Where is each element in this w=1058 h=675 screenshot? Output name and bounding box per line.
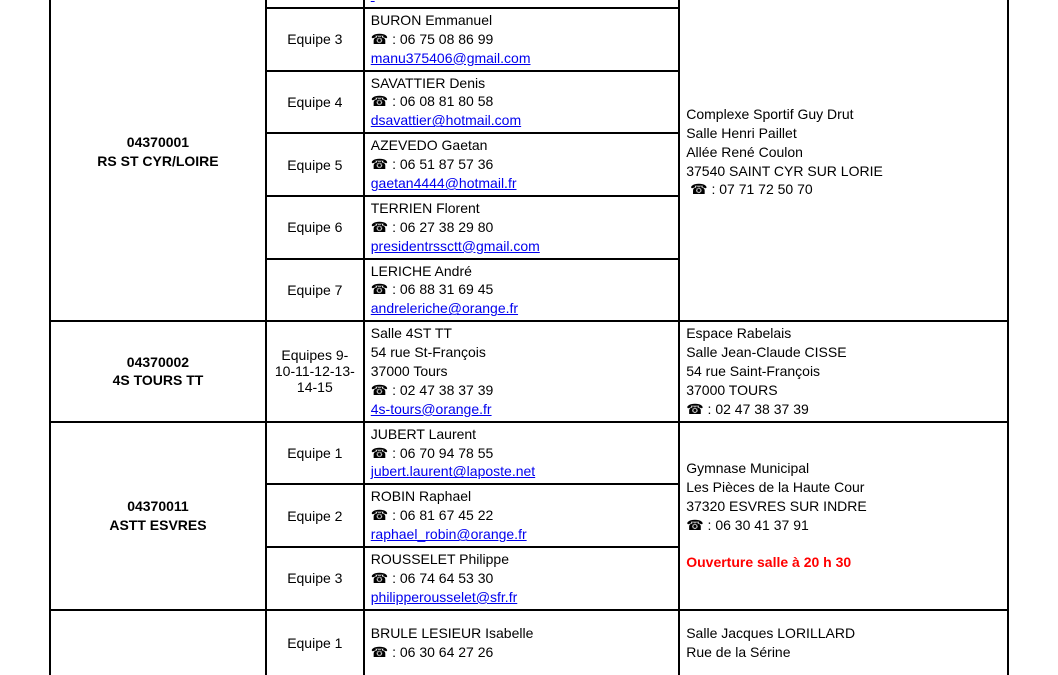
clubs-table: 04370001 RS ST CYR/LOIRE Complexe Sporti… — [49, 0, 1009, 675]
contact-name: Salle 4ST TT — [371, 324, 672, 343]
club-name: RS ST CYR/LOIRE — [57, 152, 259, 171]
contact-addr: 54 rue St-François — [371, 343, 672, 362]
contact-email[interactable]: raphael_robin@orange.fr — [371, 525, 672, 544]
club-cell — [50, 610, 266, 675]
venue-cell: Espace Rabelais Salle Jean-Claude CISSE … — [679, 321, 1008, 421]
team-label: Equipe 2 — [266, 484, 364, 547]
contact-cell: Salle 4ST TT 54 rue St-François 37000 To… — [364, 321, 679, 421]
contact-email[interactable] — [371, 0, 672, 5]
contact-phone: ☎ : 06 74 64 53 30 — [371, 569, 672, 588]
contact-name: TERRIEN Florent — [371, 199, 672, 218]
contact-email[interactable]: dsavattier@hotmail.com — [371, 111, 672, 130]
club-code: 04370002 — [57, 353, 259, 372]
phone-icon: ☎ — [686, 401, 703, 417]
team-label: Equipe 1 — [266, 610, 364, 675]
team-label: Equipe 6 — [266, 196, 364, 259]
venue-line: Salle Jacques LORILLARD — [686, 624, 1001, 643]
contact-addr: 37000 Tours — [371, 362, 672, 381]
contact-phone: ☎ : 06 81 67 45 22 — [371, 506, 672, 525]
contact-cell — [364, 0, 679, 8]
venue-line: 37000 TOURS — [686, 381, 1001, 400]
contact-email[interactable]: jubert.laurent@laposte.net — [371, 462, 672, 481]
venue-cell: Complexe Sportif Guy Drut Salle Henri Pa… — [679, 0, 1008, 321]
contact-phone: ☎ : 02 47 38 37 39 — [371, 381, 672, 400]
club-cell: 04370001 RS ST CYR/LOIRE — [50, 0, 266, 321]
contact-cell: BRULE LESIEUR Isabelle ☎ : 06 30 64 27 2… — [364, 610, 679, 675]
phone-icon: ☎ — [690, 181, 707, 197]
venue-line: Rue de la Sérine — [686, 643, 1001, 662]
contact-cell: TERRIEN Florent ☎ : 06 27 38 29 80 presi… — [364, 196, 679, 259]
phone-icon: ☎ — [371, 219, 388, 235]
contact-name: LERICHE André — [371, 262, 672, 281]
contact-name: BRULE LESIEUR Isabelle — [371, 624, 672, 643]
club-code: 04370001 — [57, 133, 259, 152]
venue-phone: ☎ : 07 71 72 50 70 — [686, 180, 1001, 199]
contact-cell: SAVATTIER Denis ☎ : 06 08 81 80 58 dsava… — [364, 71, 679, 134]
venue-line: 37540 SAINT CYR SUR LORIE — [686, 162, 1001, 181]
contact-name: AZEVEDO Gaetan — [371, 136, 672, 155]
phone-icon: ☎ — [371, 93, 388, 109]
venue-line: Complexe Sportif Guy Drut — [686, 105, 1001, 124]
contact-cell: ROUSSELET Philippe ☎ : 06 74 64 53 30 ph… — [364, 547, 679, 610]
venue-alert: Ouverture salle à 20 h 30 — [686, 553, 1001, 572]
contact-email[interactable]: philipperousselet@sfr.fr — [371, 588, 672, 607]
club-code: 04370011 — [57, 497, 259, 516]
venue-line: Salle Jean-Claude CISSE — [686, 343, 1001, 362]
contact-email[interactable]: gaetan4444@hotmail.fr — [371, 174, 672, 193]
team-label: Equipe 4 — [266, 71, 364, 134]
club-name: 4S TOURS TT — [57, 371, 259, 390]
contact-name: ROBIN Raphael — [371, 487, 672, 506]
phone-icon: ☎ — [371, 644, 388, 660]
contact-phone: ☎ : 06 75 08 86 99 — [371, 30, 672, 49]
venue-line: Les Pièces de la Haute Cour — [686, 478, 1001, 497]
phone-icon: ☎ — [371, 156, 388, 172]
team-label: Equipe 5 — [266, 133, 364, 196]
contact-phone: ☎ : 06 27 38 29 80 — [371, 218, 672, 237]
phone-icon: ☎ — [371, 507, 388, 523]
venue-line: Espace Rabelais — [686, 324, 1001, 343]
contact-email[interactable]: andreleriche@orange.fr — [371, 299, 672, 318]
contact-cell: LERICHE André ☎ : 06 88 31 69 45 andrele… — [364, 259, 679, 322]
phone-icon: ☎ — [371, 445, 388, 461]
club-cell: 04370011 ASTT ESVRES — [50, 422, 266, 610]
contact-cell: AZEVEDO Gaetan ☎ : 06 51 87 57 36 gaetan… — [364, 133, 679, 196]
venue-line: 37320 ESVRES SUR INDRE — [686, 497, 1001, 516]
venue-cell: Gymnase Municipal Les Pièces de la Haute… — [679, 422, 1008, 610]
venue-line: 54 rue Saint-François — [686, 362, 1001, 381]
phone-icon: ☎ — [371, 382, 388, 398]
contact-email[interactable]: 4s-tours@orange.fr — [371, 400, 672, 419]
venue-line: Gymnase Municipal — [686, 459, 1001, 478]
venue-line: Salle Henri Paillet — [686, 124, 1001, 143]
club-cell: 04370002 4S TOURS TT — [50, 321, 266, 421]
contact-phone: ☎ : 06 51 87 57 36 — [371, 155, 672, 174]
team-label: Equipe 3 — [266, 547, 364, 610]
phone-icon: ☎ — [371, 281, 388, 297]
contact-cell: BURON Emmanuel ☎ : 06 75 08 86 99 manu37… — [364, 8, 679, 71]
phone-icon: ☎ — [686, 517, 703, 533]
contact-email[interactable]: presidentrssctt@gmail.com — [371, 237, 672, 256]
team-label — [266, 0, 364, 8]
contact-name: ROUSSELET Philippe — [371, 550, 672, 569]
contact-cell: ROBIN Raphael ☎ : 06 81 67 45 22 raphael… — [364, 484, 679, 547]
venue-phone: ☎ : 02 47 38 37 39 — [686, 400, 1001, 419]
team-label: Equipes 9-10-11-12-13-14-15 — [266, 321, 364, 421]
venue-line: Allée René Coulon — [686, 143, 1001, 162]
venue-phone: ☎ : 06 30 41 37 91 — [686, 516, 1001, 535]
contact-cell: JUBERT Laurent ☎ : 06 70 94 78 55 jubert… — [364, 422, 679, 485]
contact-name: JUBERT Laurent — [371, 425, 672, 444]
contact-phone: ☎ : 06 70 94 78 55 — [371, 444, 672, 463]
team-label: Equipe 7 — [266, 259, 364, 322]
contact-phone: ☎ : 06 08 81 80 58 — [371, 92, 672, 111]
club-name: ASTT ESVRES — [57, 516, 259, 535]
contact-email[interactable]: manu375406@gmail.com — [371, 49, 672, 68]
phone-icon: ☎ — [371, 31, 388, 47]
contact-name: BURON Emmanuel — [371, 11, 672, 30]
contact-phone: ☎ : 06 30 64 27 26 — [371, 643, 672, 662]
venue-cell: Salle Jacques LORILLARD Rue de la Sérine — [679, 610, 1008, 675]
contact-phone: ☎ : 06 88 31 69 45 — [371, 280, 672, 299]
team-label: Equipe 1 — [266, 422, 364, 485]
phone-icon: ☎ — [371, 570, 388, 586]
contact-name: SAVATTIER Denis — [371, 74, 672, 93]
team-label: Equipe 3 — [266, 8, 364, 71]
